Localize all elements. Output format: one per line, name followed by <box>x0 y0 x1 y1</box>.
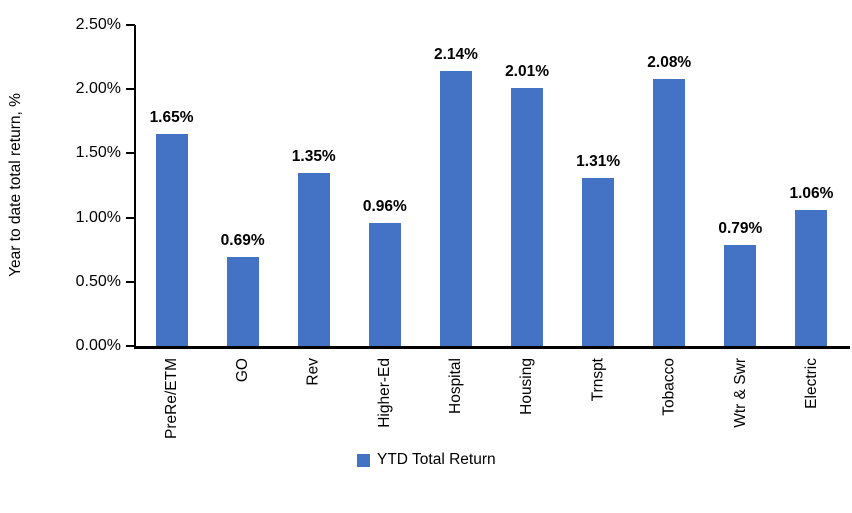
y-axis-tick-label: 2.50% <box>75 16 121 33</box>
y-axis-tick-label: 0.50% <box>75 272 121 290</box>
bar <box>226 257 259 346</box>
x-axis-tick-label: Higher-Ed <box>375 358 393 428</box>
bar-value-label: 1.35% <box>291 147 336 165</box>
bar <box>795 209 828 346</box>
bar <box>439 71 472 346</box>
bar <box>297 172 330 346</box>
bar-value-label: 2.08% <box>647 53 692 71</box>
bar-value-label: 0.79% <box>718 219 763 237</box>
bar-value-label: 0.69% <box>220 232 265 250</box>
x-axis-tick-label: Rev <box>304 358 322 386</box>
x-axis-line <box>134 346 850 349</box>
y-axis-tick-label: 0.00% <box>75 337 121 354</box>
y-axis-tick-label: 2.00% <box>75 80 121 98</box>
bar <box>582 177 615 346</box>
bar-value-label: 1.65% <box>149 109 194 127</box>
x-axis-tick-label: Housing <box>518 358 536 415</box>
bar-value-label: 1.31% <box>576 152 621 170</box>
y-axis-tick-label: 1.50% <box>75 144 121 162</box>
x-axis-tick-label: Trnspt <box>589 358 607 402</box>
y-axis-tick-label: 1.00% <box>75 208 121 226</box>
legend-label: YTD Total Return <box>377 451 496 468</box>
x-axis-tick-label: Hospital <box>446 358 464 414</box>
bar <box>368 222 401 346</box>
y-axis-tick-mark <box>126 24 135 26</box>
x-axis-tick-label: Wtr & Swr <box>731 358 749 428</box>
x-axis-tick-label: PreRe/ETM <box>162 358 180 439</box>
x-axis-tick-label: GO <box>233 358 251 383</box>
legend: YTD Total Return <box>357 451 496 469</box>
legend-swatch-icon <box>357 453 370 467</box>
y-axis-tick-mark <box>126 152 135 155</box>
bar-value-label: 2.14% <box>433 46 478 64</box>
x-axis-tick-label: Tobacco <box>660 358 678 416</box>
x-axis-tick-label: Electric <box>802 358 820 409</box>
bar <box>653 78 686 346</box>
y-axis-tick-mark <box>126 88 135 91</box>
y-axis-title: Year to date total return, % <box>7 93 24 277</box>
y-axis-tick-mark <box>126 216 135 219</box>
y-axis-tick-mark <box>126 345 135 347</box>
bar-value-label: 1.06% <box>789 184 834 202</box>
y-axis-tick-mark <box>126 280 135 283</box>
bar-value-label: 0.96% <box>362 197 407 215</box>
bar-value-label: 2.01% <box>505 62 550 80</box>
y-axis-line <box>134 25 136 348</box>
bar <box>724 244 757 346</box>
bar <box>511 87 544 346</box>
bar <box>155 134 188 346</box>
